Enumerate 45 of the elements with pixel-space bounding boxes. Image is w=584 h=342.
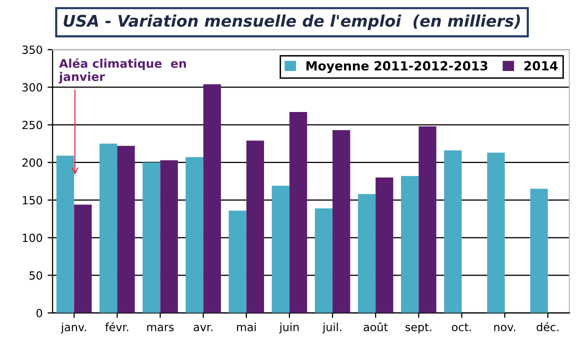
y-tick-label: 50 [30, 271, 42, 280]
bar [487, 152, 505, 313]
y-tick-label: 300 [22, 83, 42, 92]
bar [314, 208, 333, 313]
bar [530, 188, 548, 313]
bar [376, 178, 394, 313]
x-tick-label: août [364, 322, 388, 332]
legend-label: 2014 [524, 61, 558, 71]
bar [400, 176, 419, 313]
bar [160, 160, 178, 313]
y-tick-label: 250 [22, 120, 42, 130]
bar [418, 126, 436, 313]
bar [142, 162, 160, 313]
x-tick-label: janv. [60, 322, 86, 334]
bar [272, 186, 290, 313]
bar [246, 140, 264, 313]
bar [332, 130, 350, 313]
x-tick-label: juil. [322, 322, 342, 334]
bar [100, 144, 118, 313]
x-tick-label: déc. [536, 322, 558, 332]
y-tick-label: 150 [22, 196, 42, 204]
bar [358, 194, 376, 313]
x-tick-label: juin [279, 322, 299, 334]
bar [203, 84, 221, 313]
y-tick-label: 200 [22, 158, 42, 167]
x-tick-label: sept. [405, 323, 432, 334]
x-tick-label: mai [237, 322, 256, 332]
chart-title: USA - Variation mensuelle de l'emploi (en milliers) [64, 14, 520, 30]
bar [186, 157, 204, 313]
x-tick-label: nov. [494, 324, 516, 332]
bar [228, 210, 246, 313]
annotation: Aléa climatique en janvier [58, 58, 186, 84]
legend-label: Moyenne 2011-2012-2013 [306, 61, 488, 74]
y-tick-label: 100 [22, 234, 42, 242]
x-tick-label: mars [147, 324, 174, 332]
bar [56, 156, 74, 313]
bar [117, 146, 135, 313]
bar [444, 150, 462, 313]
x-tick-label: févr. [105, 322, 128, 332]
bar [289, 112, 308, 313]
y-tick-label: 350 [22, 46, 42, 54]
y-tick-label: 0 [36, 308, 42, 318]
bar [74, 204, 92, 313]
x-tick-label: avr. [194, 324, 212, 332]
x-tick-label: oct. [452, 323, 471, 332]
